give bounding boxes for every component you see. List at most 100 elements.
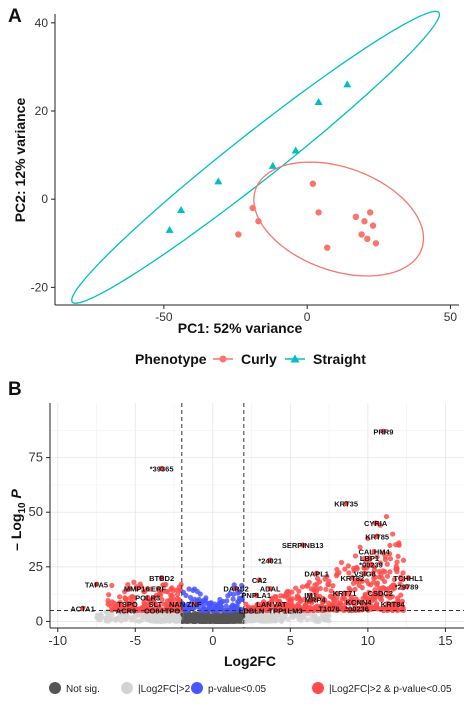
volcano-point — [237, 588, 243, 594]
pca-x-tick-label: 50 — [444, 310, 458, 324]
volcano-point — [364, 578, 370, 584]
gene-label: KRT82 — [340, 574, 364, 583]
gene-label: TPP1 — [269, 607, 288, 616]
volcano-point — [305, 607, 311, 614]
label-point — [79, 605, 86, 611]
volcano-point — [336, 570, 342, 576]
volcano-point — [136, 618, 143, 624]
volcano-point — [368, 606, 374, 612]
volcano-point — [218, 604, 225, 610]
gene-label: LDBLN — [239, 607, 264, 616]
volcano-point — [296, 588, 302, 594]
volcano-point — [131, 579, 137, 585]
volcano-x-tick-label: 0 — [209, 633, 216, 648]
volcano-legend: Not sig. |Log2FC|>2 p-value<0.05 |Log2FC|>2… — [49, 682, 452, 695]
volcano-point — [349, 599, 355, 606]
label-point — [261, 601, 267, 607]
legend-straight-marker — [290, 354, 300, 363]
volcano-point — [153, 592, 160, 598]
volcano-point — [157, 607, 164, 613]
volcano-point — [361, 565, 367, 571]
volcano-point — [391, 576, 398, 583]
label-point — [366, 555, 373, 561]
volcano-point — [315, 575, 321, 582]
volcano-point — [346, 570, 352, 576]
pca-point-curly — [366, 209, 374, 216]
svg-text:– Log10 P: – Log10 P — [8, 488, 28, 550]
volcano-point — [137, 581, 143, 587]
volcano-point — [357, 544, 363, 550]
pca-y-tick-label: 0 — [41, 192, 48, 206]
label-point — [314, 570, 320, 576]
label-point — [256, 577, 262, 583]
volcano-point — [398, 592, 404, 598]
gene-label: LAN — [256, 600, 271, 609]
volcano-point — [345, 563, 351, 569]
volcano-point — [181, 616, 187, 622]
label-point — [276, 601, 283, 607]
label-point — [312, 597, 318, 603]
volcano-point — [212, 618, 218, 624]
label-point — [93, 581, 100, 587]
label-point — [191, 601, 197, 607]
volcano-point — [339, 596, 345, 602]
gene-label: SERPINB13 — [282, 541, 324, 550]
pca-point-curly — [315, 209, 322, 216]
volcano-x-tick-label: 15 — [438, 633, 452, 648]
volcano-point — [341, 607, 347, 614]
volcano-point — [126, 614, 132, 620]
volcano-point — [374, 582, 380, 588]
volcano-point — [196, 617, 202, 623]
gene-label: LM3 — [287, 607, 302, 616]
pca-legend-title: Phenotype — [135, 351, 207, 367]
volcano-point — [239, 582, 245, 589]
volcano-legend-marker — [191, 682, 203, 694]
volcano-point — [398, 574, 404, 580]
gene-label: DARS2 — [223, 585, 248, 594]
volcano-point — [278, 593, 284, 599]
legend-curly-marker — [219, 355, 227, 363]
gene-label: BTBD2 — [149, 574, 174, 583]
volcano-point — [269, 595, 275, 601]
volcano-point — [165, 589, 171, 595]
volcano-point — [387, 542, 393, 549]
pca-x-tick-label: 0 — [304, 310, 311, 324]
volcano-point — [192, 596, 198, 602]
volcano-point — [287, 597, 294, 603]
label-point — [354, 605, 360, 611]
gene-label: TCHHL1 — [393, 574, 423, 583]
volcano-point — [122, 589, 128, 595]
volcano-point — [304, 583, 310, 589]
pca-point-curly — [255, 218, 262, 225]
pca-x-axis-label: PC1: 52% variance — [178, 320, 303, 336]
panel-a-tag: A — [8, 6, 22, 27]
volcano-legend-label: Not sig. — [66, 684, 100, 695]
volcano-point — [228, 604, 234, 610]
volcano-point — [341, 602, 347, 609]
pca-point-straight — [165, 225, 174, 233]
label-point — [368, 562, 374, 568]
volcano-point — [141, 588, 147, 594]
volcano-points — [79, 428, 411, 625]
gene-label: POLR3 — [135, 593, 160, 602]
label-point — [404, 583, 410, 590]
volcano-point — [363, 603, 369, 609]
volcano-point — [234, 606, 240, 613]
volcano-point — [387, 569, 393, 575]
label-point — [377, 590, 383, 596]
pca-point-curly — [235, 231, 242, 238]
volcano-point — [203, 600, 209, 606]
volcano-point — [168, 592, 174, 598]
volcano-point — [106, 592, 112, 598]
gene-label: ACR9 — [116, 607, 136, 616]
volcano-point — [145, 616, 151, 623]
pca-y-tick-label: 40 — [35, 16, 49, 30]
volcano-point — [107, 616, 113, 622]
label-point — [355, 599, 362, 605]
volcano-point — [217, 617, 223, 623]
volcano-point — [338, 559, 345, 566]
volcano-point — [323, 586, 329, 592]
volcano-point — [326, 578, 332, 585]
volcano-point — [278, 618, 285, 624]
volcano-point — [376, 574, 383, 580]
